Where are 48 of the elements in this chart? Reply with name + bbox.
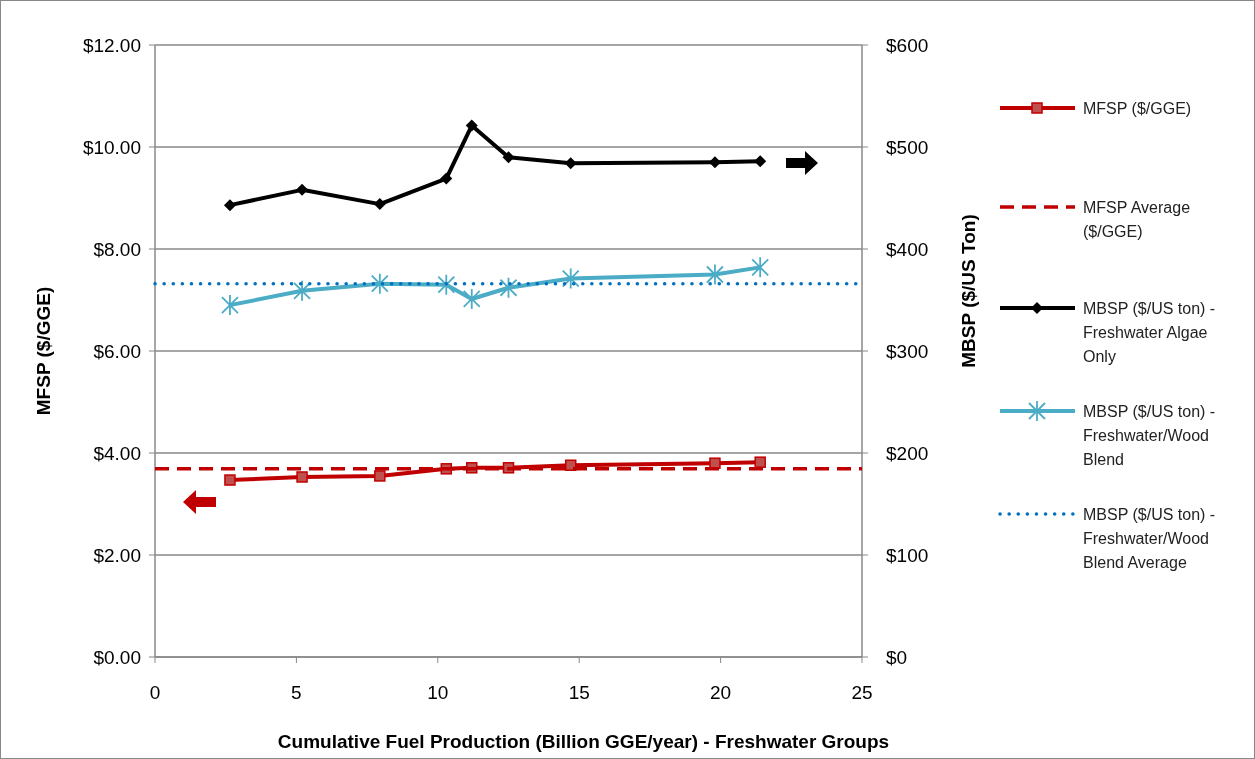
x-tick-label: 15 [568, 682, 590, 703]
y2-tick-label: $500 [886, 137, 929, 158]
point [709, 457, 721, 469]
point [706, 263, 724, 286]
point [224, 474, 236, 486]
legend-label: MFSP ($/GGE) [1083, 100, 1192, 117]
point [296, 471, 308, 483]
y2-tick-label: $300 [886, 341, 929, 362]
y-axis-title: MFSP ($/GGE) [33, 286, 54, 416]
y-tick-label: $6.00 [93, 341, 141, 362]
y-tick-label: $2.00 [93, 545, 141, 566]
legend-label: MFSP Average ($/GGE) [1083, 199, 1191, 240]
x-tick-label: 25 [851, 682, 873, 703]
y2-tick-label: $200 [886, 443, 929, 464]
point [754, 456, 766, 468]
point [374, 470, 386, 482]
point [564, 459, 577, 471]
point [465, 119, 478, 132]
point [223, 199, 236, 212]
point [437, 273, 456, 296]
point [462, 288, 481, 310]
point [499, 276, 518, 299]
legend-label: MBSP ($/US ton) - Freshwater/Wood Blend [1083, 403, 1216, 468]
y-tick-label: $10.00 [82, 137, 141, 158]
y2-tick-label: $400 [886, 239, 929, 260]
x-tick-label: 0 [149, 682, 161, 703]
x-tick-label: 10 [427, 682, 449, 703]
legend-label: MBSP ($/US ton) - Freshwater Algae Only [1083, 300, 1216, 365]
y2-tick-label: $600 [886, 35, 929, 56]
legend-label: MBSP ($/US ton) - Freshwater/Wood Blend Average [1083, 506, 1216, 571]
point [440, 172, 453, 185]
point [296, 183, 309, 196]
point [370, 272, 389, 295]
y-tick-label: $12.00 [82, 35, 141, 56]
point [754, 155, 767, 168]
point [293, 279, 311, 302]
y2-tick-label: $100 [886, 545, 929, 566]
y-tick-label: $4.00 [93, 443, 141, 464]
point [561, 267, 580, 290]
y-tick-label: $0.00 [93, 647, 141, 668]
y-tick-label: $8.00 [93, 239, 141, 260]
point [751, 256, 770, 279]
x-axis-title: Cumulative Fuel Production (Billion GGE/year) - Freshwater Groups [277, 731, 890, 752]
x-tick-label: 20 [710, 682, 732, 703]
y2-axis-title: MBSP ($/US Ton) [958, 214, 979, 368]
point [221, 294, 239, 316]
x-tick-label: 5 [291, 682, 302, 703]
y2-tick-label: $0 [886, 647, 908, 668]
